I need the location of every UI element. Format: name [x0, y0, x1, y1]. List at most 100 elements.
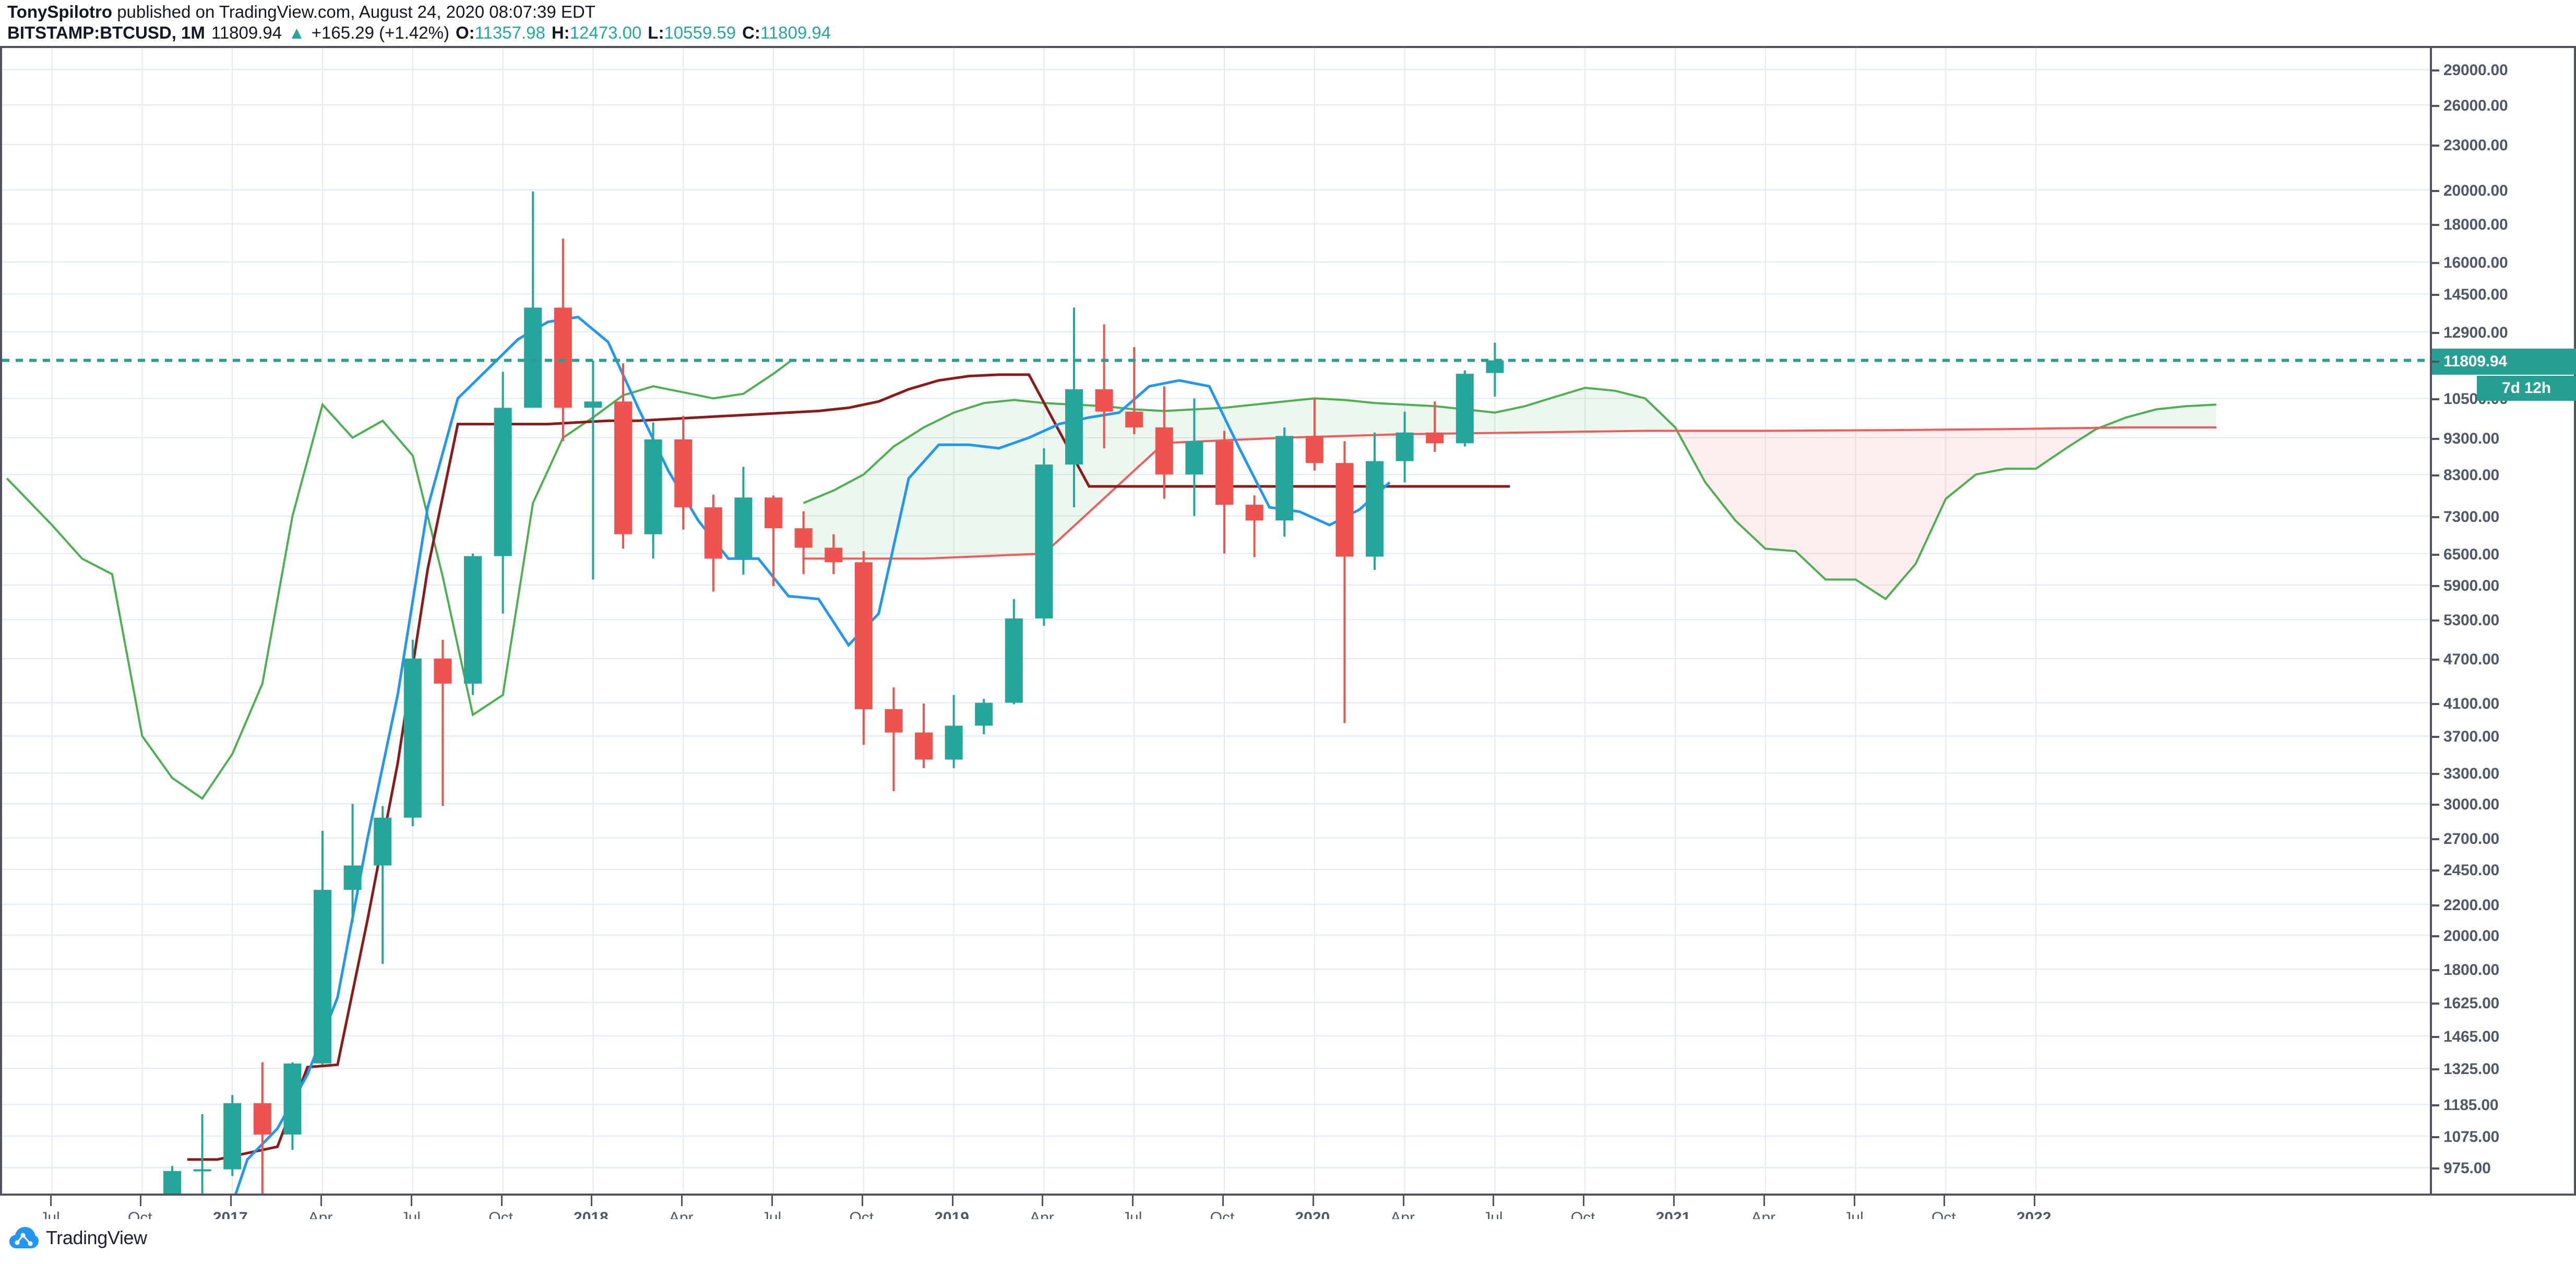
time-tick-mark: [1222, 1196, 1224, 1206]
price-tick-label: 1325.00: [2443, 1060, 2500, 1078]
author-name: TonySpilotro: [7, 2, 113, 21]
price-tick-mark: [2432, 69, 2439, 72]
price-tick-mark: [2432, 904, 2439, 907]
price-tick-mark: [2432, 189, 2439, 192]
symbol-ohlc-line: BITSTAMP:BTCUSD, 1M 11809.94 ▲ +165.29 (+1.…: [7, 23, 831, 43]
chart-frame: 975.00 1075.00 1185.00 1325.00 1465.00 1625.0…: [0, 46, 2576, 1244]
time-tick-mark: [1042, 1196, 1044, 1206]
time-tick-mark: [1493, 1196, 1495, 1206]
chart-header: TonySpilotro published on TradingView.co…: [0, 0, 2576, 45]
price-tick-label: 9300.00: [2443, 430, 2500, 447]
price-tick-mark: [2432, 869, 2439, 872]
price-tick-mark: [2432, 838, 2439, 840]
price-tick-mark: [2432, 702, 2439, 705]
price-tick-label: 29000.00: [2443, 62, 2508, 79]
time-tick-mark: [1312, 1196, 1314, 1206]
high-value: 12473.00: [569, 23, 642, 42]
bar-countdown-badge: 7d 12h: [2477, 375, 2576, 401]
price-tick-mark: [2432, 1002, 2439, 1005]
time-tick-mark: [1583, 1196, 1585, 1206]
price-scale[interactable]: 975.00 1075.00 1185.00 1325.00 1465.00 1625.0…: [2432, 46, 2576, 1194]
time-tick-mark: [951, 1196, 953, 1206]
price-tick-label: 23000.00: [2443, 137, 2508, 154]
price-tick-label: 2700.00: [2443, 830, 2500, 848]
price-tick-label: 5300.00: [2443, 612, 2500, 629]
time-tick-mark: [681, 1196, 683, 1206]
price-tick-label: 6500.00: [2443, 545, 2500, 563]
price-tick-mark: [2432, 773, 2439, 776]
time-tick-mark: [1853, 1196, 1855, 1206]
low-value: 10559.59: [664, 23, 736, 42]
tradingview-logo[interactable]: TradingView: [9, 1226, 147, 1249]
price-tick-label: 18000.00: [2443, 216, 2508, 234]
price-tick-mark: [2432, 331, 2439, 334]
price-tick-mark: [2432, 437, 2439, 440]
time-tick-mark: [1402, 1196, 1404, 1206]
price-badge-tick: [2432, 360, 2439, 363]
low-label: L:: [648, 23, 664, 42]
price-tick-label: 5900.00: [2443, 577, 2500, 594]
price-tick-mark: [2432, 294, 2439, 296]
symbol-label[interactable]: BITSTAMP:BTCUSD, 1M: [7, 23, 205, 42]
publication-line: TonySpilotro published on TradingView.co…: [7, 2, 595, 22]
published-text: published on TradingView.com, August 24,…: [117, 2, 595, 21]
price-tick-label: 3300.00: [2443, 765, 2500, 783]
price-tick-label: 12900.00: [2443, 324, 2508, 341]
price-tick-mark: [2432, 145, 2439, 147]
time-tick-mark: [140, 1196, 142, 1206]
chart-plot-area[interactable]: [0, 46, 2432, 1194]
high-label: H:: [551, 23, 570, 42]
price-tick-mark: [2432, 398, 2439, 401]
close-value: 11809.94: [760, 23, 831, 42]
price-tick-mark: [2432, 935, 2439, 937]
price-tick-mark: [2432, 1035, 2439, 1038]
price-tick-mark: [2432, 804, 2439, 806]
open-label: O:: [455, 23, 475, 42]
time-tick-mark: [50, 1196, 52, 1206]
price-tick-mark: [2432, 1068, 2439, 1071]
price-tick-label: 1625.00: [2443, 994, 2500, 1012]
price-tick-mark: [2432, 224, 2439, 226]
price-tick-mark: [2432, 619, 2439, 622]
price-tick-mark: [2432, 474, 2439, 477]
price-tick-mark: [2432, 585, 2439, 587]
open-value: 11357.98: [474, 23, 545, 42]
time-tick-mark: [1132, 1196, 1134, 1206]
price-change: +165.29 (+1.42%): [311, 23, 449, 42]
price-tick-label: 1075.00: [2443, 1128, 2500, 1146]
tradingview-cloud-logo-icon: [9, 1227, 39, 1248]
price-tick-label: 2000.00: [2443, 927, 2500, 945]
price-tick-label: 4100.00: [2443, 695, 2500, 712]
time-tick-mark: [771, 1196, 773, 1206]
time-tick-mark: [2034, 1196, 2036, 1206]
price-tick-mark: [2432, 969, 2439, 972]
price-tick-label: 1465.00: [2443, 1028, 2500, 1045]
price-tick-label: 3700.00: [2443, 728, 2500, 746]
price-tick-label: 3000.00: [2443, 796, 2500, 814]
time-tick-mark: [1763, 1196, 1765, 1206]
price-tick-mark: [2432, 553, 2439, 556]
price-tick-label: 975.00: [2443, 1160, 2491, 1177]
time-tick-mark: [320, 1196, 322, 1206]
triangle-up-icon: ▲: [288, 23, 305, 42]
candlestick-chart-svg: [2, 48, 2430, 1194]
time-tick-mark: [591, 1196, 593, 1206]
price-tick-mark: [2432, 516, 2439, 518]
price-tick-label: 20000.00: [2443, 182, 2508, 199]
time-tick-mark: [861, 1196, 863, 1206]
time-tick-mark: [1943, 1196, 1946, 1206]
time-tick-mark: [230, 1196, 232, 1206]
time-tick-mark: [410, 1196, 412, 1206]
price-tick-mark: [2432, 736, 2439, 738]
time-tick-mark: [500, 1196, 503, 1206]
price-tick-label: 1185.00: [2443, 1096, 2499, 1114]
price-tick-mark: [2432, 1136, 2439, 1138]
price-tick-mark: [2432, 105, 2439, 108]
current-price-value: 11809.94: [2443, 352, 2507, 370]
price-tick-mark: [2432, 1167, 2439, 1170]
current-price-badge[interactable]: 11809.94: [2432, 348, 2576, 375]
price-tick-label: 14500.00: [2443, 286, 2508, 304]
price-tick-label: 16000.00: [2443, 254, 2508, 272]
price-tick-label: 26000.00: [2443, 97, 2508, 115]
last-price: 11809.94: [211, 23, 282, 42]
